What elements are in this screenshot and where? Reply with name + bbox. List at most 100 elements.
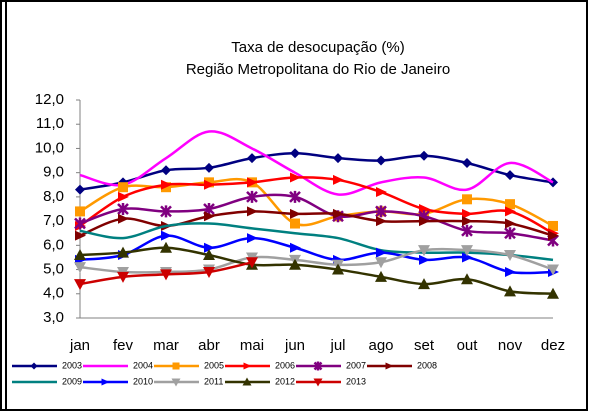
marker (290, 242, 301, 253)
legend-label: 2006 (275, 360, 295, 370)
marker (376, 155, 386, 166)
marker (504, 227, 516, 240)
marker (461, 224, 473, 237)
marker (247, 153, 257, 164)
marker (289, 190, 301, 203)
chart-title: Taxa de desocupação (%) (231, 39, 404, 56)
marker (375, 257, 387, 269)
marker (504, 285, 516, 297)
marker (332, 263, 344, 275)
marker (419, 216, 430, 227)
marker (160, 269, 172, 281)
marker (375, 270, 387, 282)
legend-item: 2010 (83, 376, 153, 386)
y-tick-label: 11,0 (36, 115, 64, 132)
series-line (79, 246, 554, 296)
y-tick-label: 4,0 (43, 285, 64, 302)
marker (247, 206, 258, 217)
marker (505, 218, 516, 229)
x-tick-label: out (457, 337, 479, 354)
legend-item: 2006 (225, 360, 295, 370)
legend-label: 2005 (204, 360, 224, 370)
marker (462, 157, 472, 168)
marker (290, 172, 301, 183)
marker (375, 205, 387, 218)
marker (118, 182, 128, 193)
marker (385, 362, 394, 370)
marker (247, 177, 258, 188)
marker (204, 162, 214, 173)
marker (548, 220, 558, 231)
marker (74, 249, 86, 261)
marker (30, 362, 38, 370)
legend-item: 2004 (83, 360, 153, 370)
legend-label: 2012 (275, 376, 295, 386)
marker (376, 247, 387, 258)
marker (376, 216, 387, 227)
marker (505, 266, 516, 277)
marker (333, 208, 344, 219)
series-line (79, 193, 554, 242)
series (75, 148, 558, 195)
legend-label: 2008 (417, 360, 437, 370)
marker (418, 278, 430, 290)
series-line (79, 222, 554, 262)
marker (504, 250, 516, 262)
marker (419, 150, 429, 161)
x-tick-label: nov (498, 337, 523, 354)
x-tick-label: mai (240, 337, 264, 354)
marker (290, 148, 300, 159)
marker (172, 362, 180, 370)
x-tick-label: set (414, 337, 435, 354)
marker (505, 199, 515, 210)
marker (204, 179, 215, 190)
series (79, 130, 554, 196)
x-tick-label: abr (198, 337, 220, 354)
legend-label: 2010 (133, 376, 153, 386)
series (75, 172, 559, 239)
marker (290, 218, 300, 229)
series-line (79, 130, 554, 196)
legend-item: 2003 (12, 360, 82, 370)
series (74, 241, 559, 299)
x-tick-label: jan (69, 337, 90, 354)
marker (203, 249, 215, 261)
marker (203, 266, 215, 278)
marker (161, 165, 171, 176)
marker (461, 273, 473, 285)
y-tick-label: 8,0 (43, 188, 64, 205)
chart-subtitle: Região Metropolitana do Rio de Janeiro (186, 61, 450, 78)
legend-item: 2009 (12, 376, 82, 386)
y-tick-label: 10,0 (35, 139, 64, 156)
marker (118, 191, 129, 202)
marker (160, 241, 172, 253)
x-tick-label: fev (113, 337, 134, 354)
x-tick-label: jun (284, 337, 305, 354)
marker (333, 174, 344, 185)
legend-item: 2012 (225, 376, 295, 386)
legend-label: 2003 (62, 360, 82, 370)
marker (419, 204, 430, 214)
marker (171, 378, 181, 387)
marker (75, 184, 85, 195)
marker (462, 208, 473, 219)
marker (462, 216, 473, 227)
marker (313, 378, 323, 387)
marker (117, 271, 129, 283)
marker (376, 187, 387, 198)
marker (246, 190, 258, 203)
legend-item: 2005 (154, 360, 224, 370)
legend-label: 2009 (62, 376, 82, 386)
marker (333, 153, 343, 164)
x-tick-label: mar (153, 337, 179, 354)
marker (117, 246, 129, 258)
marker (161, 230, 172, 241)
marker (160, 205, 172, 218)
marker (419, 254, 430, 265)
marker (462, 194, 472, 205)
marker (74, 217, 86, 230)
series (74, 257, 258, 291)
y-tick-label: 12,0 (35, 91, 64, 108)
